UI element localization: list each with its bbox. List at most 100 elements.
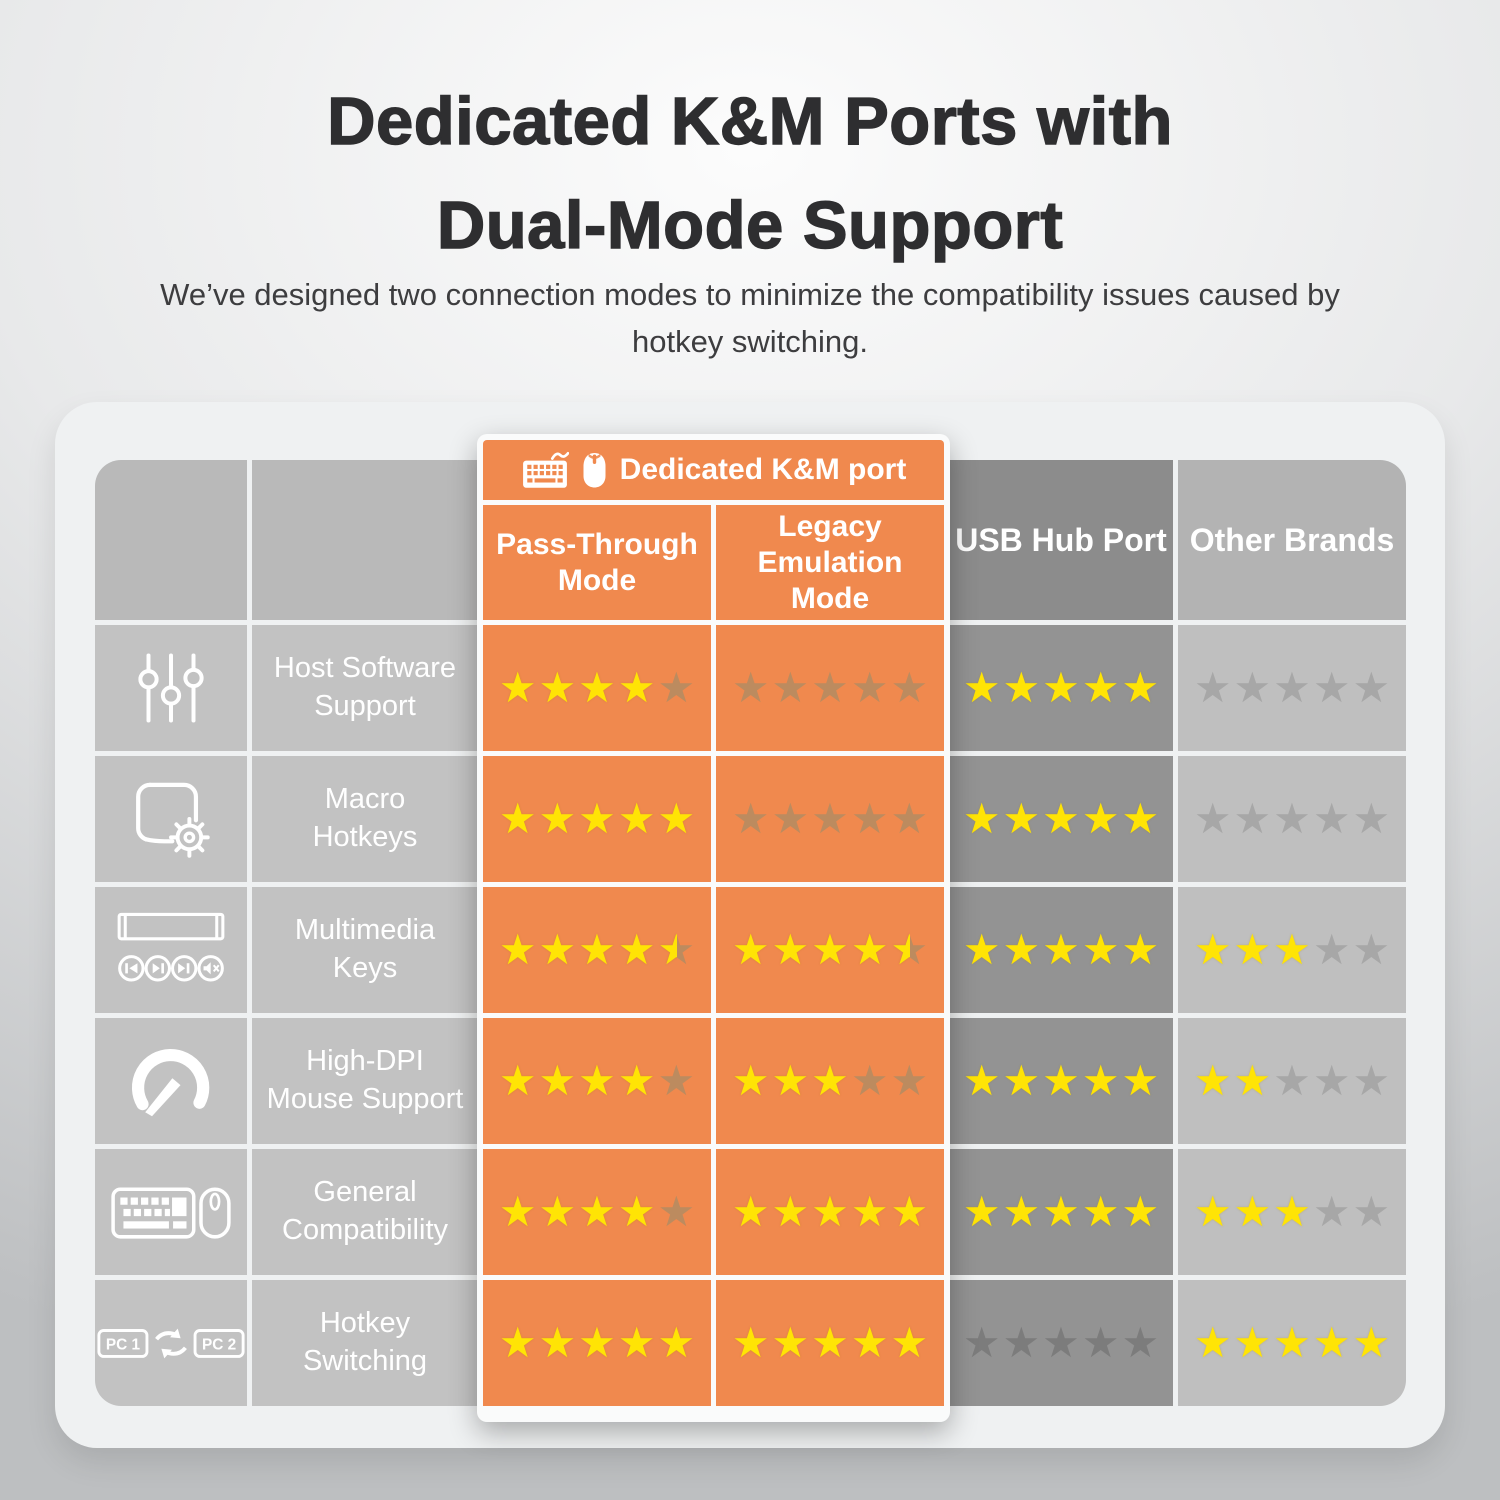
- rating-stars: ★ ★ ★ ★ ★: [1193, 1191, 1391, 1233]
- rating-cell-other-brands: ★ ★ ★ ★ ★: [1178, 1018, 1406, 1144]
- star-empty-icon: ★: [1312, 1188, 1351, 1235]
- rating-cell-legacy-emulation: ★ ★ ★ ★ ★: [716, 1149, 944, 1275]
- mode-column-header-label: Pass-Through Mode: [496, 527, 698, 597]
- feature-icon-cell: [95, 1149, 247, 1275]
- star-empty-icon: ★: [890, 1057, 929, 1104]
- star-filled-icon: ★: [1233, 1319, 1272, 1366]
- star-empty-icon: ★: [811, 664, 849, 711]
- star-filled-icon: ★: [1002, 795, 1041, 842]
- star-empty-icon: ★: [1352, 1057, 1391, 1104]
- star-filled-icon: ★: [850, 1319, 889, 1366]
- rating-stars: ★ ★ ★ ★ ★: [498, 667, 696, 709]
- star-filled-icon: ★: [962, 664, 1001, 711]
- star-filled-icon: ★: [617, 795, 656, 842]
- rating-cell-usb-hub-port: ★ ★ ★ ★ ★: [949, 1018, 1173, 1144]
- comparison-table: USB Hub Port Other Brands Host Software Su…: [95, 460, 1406, 1406]
- rating-cell-pass-through: ★ ★ ★ ★ ★: [483, 1280, 711, 1406]
- star-half-overlay: ★: [657, 929, 678, 971]
- star-filled-icon: ★: [578, 1319, 616, 1366]
- page-title: Dedicated K&M Ports with Dual-Mode Suppo…: [0, 70, 1500, 278]
- rating-cell-usb-hub-port: ★ ★ ★ ★ ★: [949, 625, 1173, 751]
- rating-cell-pass-through: ★ ★ ★ ★ ★: [483, 625, 711, 751]
- star-filled-icon: ★: [1233, 926, 1272, 973]
- star-empty-icon: ★: [1081, 1319, 1120, 1366]
- star-filled-icon: ★: [962, 1057, 1001, 1104]
- star-empty-icon: ★: [1352, 795, 1391, 842]
- star-filled-icon: ★: [1042, 926, 1080, 973]
- rating-stars: ★ ★ ★ ★ ★: [962, 1060, 1160, 1102]
- star-filled-icon: ★: [578, 926, 616, 973]
- km-group-header-label: Dedicated K&M port: [619, 453, 907, 486]
- dedicated-km-port-card: Dedicated K&M port Pass-Through Mode Lega…: [477, 434, 950, 1422]
- star-filled-icon: ★: [962, 795, 1001, 842]
- dedicated-km-port-grid: Dedicated K&M port Pass-Through Mode Lega…: [477, 434, 950, 1422]
- star-filled-icon: ★: [731, 1057, 770, 1104]
- rating-cell-other-brands: ★ ★ ★ ★ ★: [1178, 756, 1406, 882]
- rating-stars: ★ ★ ★ ★ ★: [1193, 1060, 1391, 1102]
- star-empty-icon: ★: [1193, 795, 1232, 842]
- star-filled-icon: ★: [1193, 926, 1232, 973]
- star-empty-icon: ★: [1273, 795, 1311, 842]
- star-filled-icon: ★: [578, 1057, 616, 1104]
- star-half-icon: ★ ★: [657, 926, 696, 973]
- rating-stars: ★ ★ ★ ★ ★: [731, 1060, 929, 1102]
- star-empty-icon: ★: [962, 1319, 1001, 1366]
- star-filled-icon: ★: [811, 1319, 849, 1366]
- star-filled-icon: ★: [1121, 664, 1160, 711]
- star-empty-icon: ★: [850, 664, 889, 711]
- star-filled-icon: ★: [890, 1188, 929, 1235]
- star-filled-icon: ★: [850, 926, 889, 973]
- column-header-legacy-emulation-mode: Legacy Emulation Mode: [716, 505, 944, 620]
- rating-cell-legacy-emulation: ★ ★ ★ ★ ★ ★: [716, 887, 944, 1013]
- star-filled-icon: ★: [498, 1319, 537, 1366]
- star-filled-icon: ★: [538, 1319, 577, 1366]
- rating-stars: ★ ★ ★ ★ ★ ★: [731, 929, 929, 971]
- star-empty-icon: ★: [657, 664, 696, 711]
- star-filled-icon: ★: [1081, 926, 1120, 973]
- keyboard-icon: [521, 449, 569, 491]
- rating-stars: ★ ★ ★ ★ ★: [498, 798, 696, 840]
- rating-stars: ★ ★ ★ ★ ★: [1193, 929, 1391, 971]
- rating-stars: ★ ★ ★ ★ ★: [731, 1322, 929, 1364]
- star-filled-icon: ★: [617, 1319, 656, 1366]
- star-empty-icon: ★: [1233, 664, 1272, 711]
- star-filled-icon: ★: [1002, 664, 1041, 711]
- column-header-pass-through-mode: Pass-Through Mode: [483, 505, 711, 620]
- star-filled-icon: ★: [578, 795, 616, 842]
- rating-cell-legacy-emulation: ★ ★ ★ ★ ★: [716, 756, 944, 882]
- feature-icon-cell: [95, 625, 247, 751]
- feature-name-column-header: [252, 460, 478, 620]
- star-filled-icon: ★: [1121, 795, 1160, 842]
- star-filled-icon: ★: [1121, 1188, 1160, 1235]
- star-filled-icon: ★: [538, 926, 577, 973]
- feature-label: Hotkey Switching: [302, 1307, 428, 1377]
- keyboard-mouse-icon: [110, 1177, 232, 1247]
- feature-label: Host Software Support: [273, 652, 457, 722]
- star-filled-icon: ★: [850, 1188, 889, 1235]
- rating-cell-usb-hub-port: ★ ★ ★ ★ ★: [949, 756, 1173, 882]
- rating-stars: ★ ★ ★ ★ ★: [498, 1191, 696, 1233]
- rating-cell-other-brands: ★ ★ ★ ★ ★: [1178, 887, 1406, 1013]
- star-empty-icon: ★: [1352, 926, 1391, 973]
- star-filled-icon: ★: [1193, 1057, 1232, 1104]
- star-filled-icon: ★: [657, 795, 696, 842]
- rating-stars: ★ ★ ★ ★ ★: [1193, 667, 1391, 709]
- rating-cell-other-brands: ★ ★ ★ ★ ★: [1178, 625, 1406, 751]
- star-filled-icon: ★: [578, 1188, 616, 1235]
- star-filled-icon: ★: [1193, 1319, 1232, 1366]
- star-filled-icon: ★: [1002, 1057, 1041, 1104]
- star-empty-icon: ★: [731, 795, 770, 842]
- feature-icon-column-header: [95, 460, 247, 620]
- star-empty-icon: ★: [1121, 1319, 1160, 1366]
- star-filled-icon: ★: [1312, 1319, 1351, 1366]
- feature-label: High-DPI Mouse Support: [266, 1045, 464, 1115]
- rating-cell-other-brands: ★ ★ ★ ★ ★: [1178, 1280, 1406, 1406]
- speedometer-icon: [127, 1043, 215, 1119]
- rating-stars: ★ ★ ★ ★ ★: [498, 1322, 696, 1364]
- star-filled-icon: ★: [1233, 1188, 1272, 1235]
- rating-cell-pass-through: ★ ★ ★ ★ ★: [483, 1018, 711, 1144]
- star-filled-icon: ★: [731, 1319, 770, 1366]
- feature-label: Macro Hotkeys: [312, 783, 418, 853]
- column-header-usb-hub-port-label: USB Hub Port: [955, 521, 1167, 558]
- star-filled-icon: ★: [1081, 664, 1120, 711]
